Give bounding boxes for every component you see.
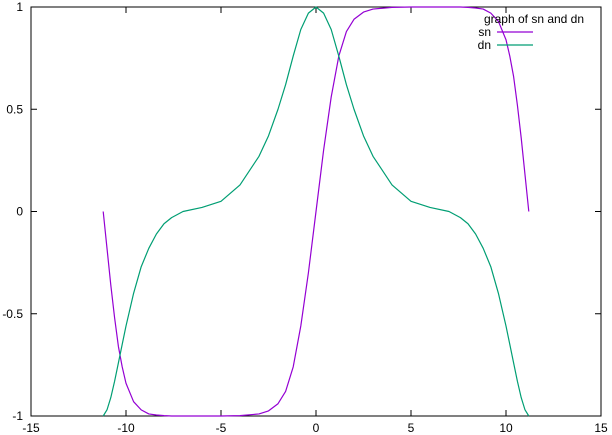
y-axis-ticks: -1 -0.5 0 0.5 1 [2, 0, 601, 423]
y-tick-label: 1 [16, 0, 23, 14]
y-tick-label: -0.5 [2, 307, 23, 321]
x-axis-ticks: -15 -10 -5 0 5 10 15 [22, 7, 608, 435]
x-tick-label: 15 [594, 421, 608, 435]
x-tick-label: 0 [313, 421, 320, 435]
y-tick-label: 0.5 [6, 102, 23, 116]
series-lines [102, 6, 530, 417]
chart-title: graph of sn and dn [484, 12, 584, 26]
legend-label-dn: dn [478, 38, 491, 52]
y-tick-label: -1 [12, 409, 23, 423]
x-tick-label: -5 [216, 421, 227, 435]
x-tick-label: 5 [408, 421, 415, 435]
legend-label-sn: sn [478, 25, 491, 39]
x-tick-label: 10 [499, 421, 513, 435]
y-tick-label: 0 [16, 205, 23, 219]
x-tick-label: -15 [22, 421, 40, 435]
legend: sn dn [478, 25, 533, 52]
x-tick-label: -10 [117, 421, 135, 435]
series-line-dn [102, 6, 530, 417]
series-line-sn [102, 6, 530, 417]
